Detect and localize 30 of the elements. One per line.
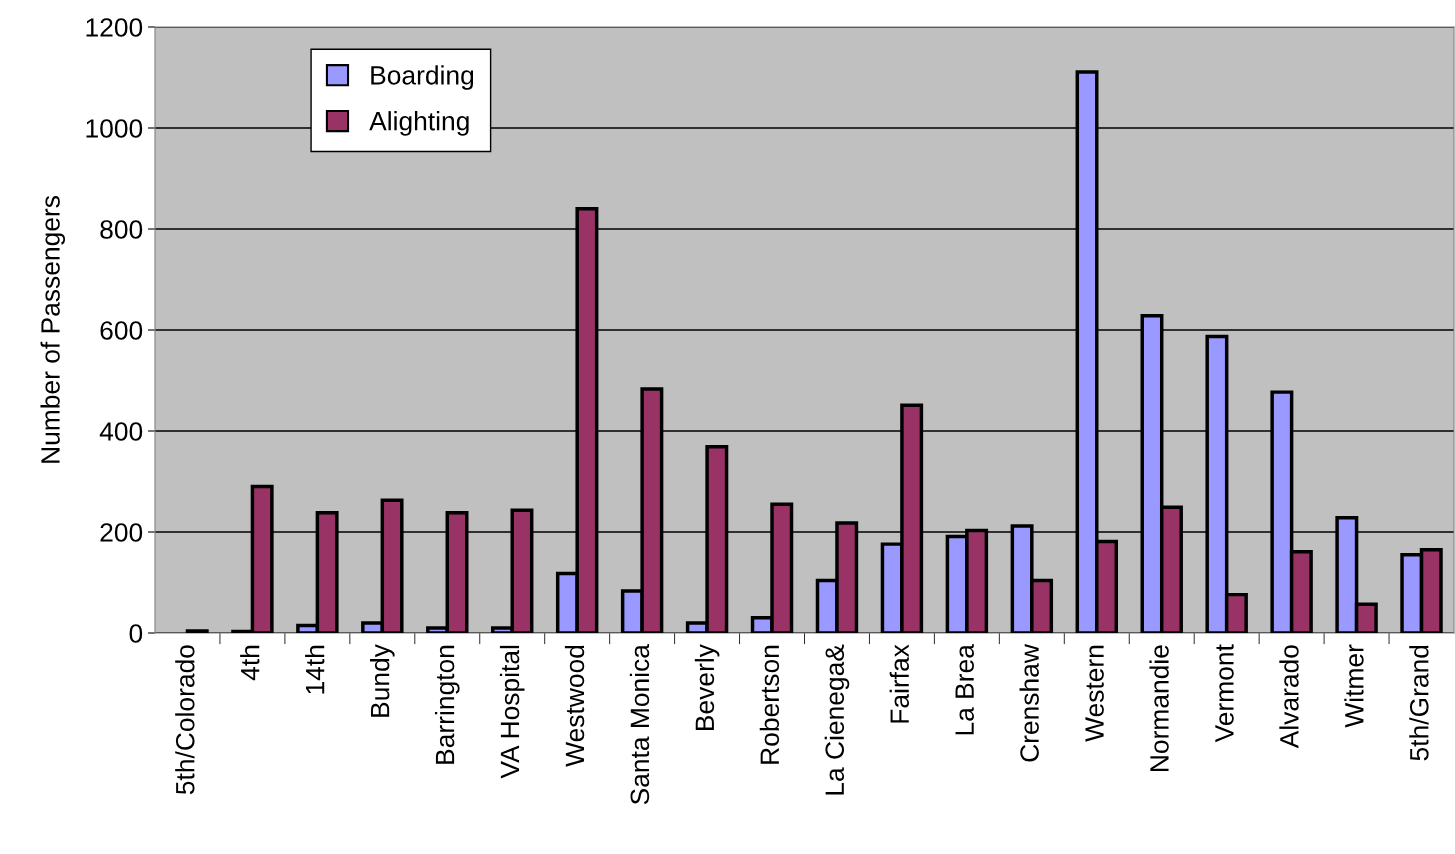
x-tick-label: Fairfax (889, 644, 910, 723)
x-tick-label: Witmer (1344, 644, 1364, 728)
x-tick-label: Robertson (759, 645, 780, 764)
x-tick-label: 14th (305, 645, 325, 694)
y-tick-label: 200 (100, 523, 143, 542)
x-tick-label: Vermont (1215, 644, 1234, 743)
x-tick-label: 4th (240, 645, 260, 681)
x-tick-label: 5th/Colorado (175, 645, 195, 795)
x-tick-label: Normandie (1149, 645, 1169, 772)
y-tick-label: 1200 (86, 18, 143, 37)
y-tick-label: 600 (100, 321, 143, 340)
y-axis-title: Number of Passengers (40, 196, 66, 463)
x-tick-label: Western (1085, 645, 1104, 742)
y-tick-label: 0 (129, 624, 143, 643)
y-tick-label: 800 (100, 220, 143, 239)
x-tick-label: Alvarado (1279, 645, 1299, 749)
legend-label: Alighting (369, 111, 469, 136)
x-tick-label: VA Hospital (499, 645, 525, 779)
legend-label: Boarding (371, 65, 474, 90)
x-tick-label: 5th/Grand (1409, 645, 1429, 761)
x-tick-label: Crenshaw (1019, 644, 1039, 762)
x-tick-label: Santa Monica (629, 644, 650, 805)
x-tick-label: La Brea (955, 644, 974, 735)
y-tick-label: 1000 (86, 119, 143, 138)
x-tick-label: La Cienega& (824, 644, 850, 795)
y-tick-label: 400 (99, 422, 143, 441)
x-tick-label: Barrington (434, 645, 460, 764)
x-tick-label: Bundy (370, 644, 395, 717)
x-tick-label: Beverly (694, 644, 720, 730)
x-tick-label: Westwood (564, 645, 585, 767)
